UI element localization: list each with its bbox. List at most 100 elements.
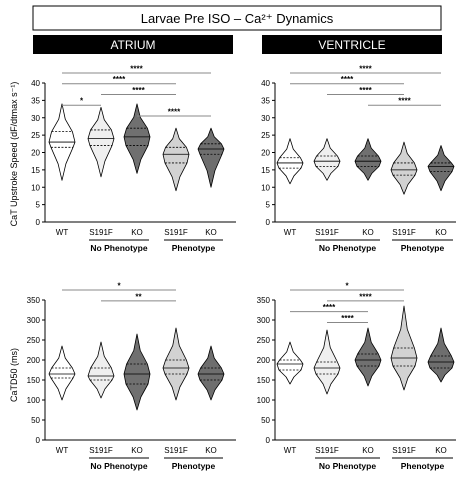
- ventricle-upstroke-panel: 0 5 10 15 20 25 30 35 40 WT S191F KO S191F KO No Pheno…: [261, 65, 456, 253]
- violin: [354, 327, 382, 387]
- violin: [123, 103, 151, 174]
- y-tick-label: 50: [261, 416, 270, 425]
- violin: [162, 127, 190, 192]
- y-tick-label: 40: [31, 79, 40, 88]
- y-tick-label: 0: [266, 218, 271, 227]
- y-tick-label: 100: [257, 396, 271, 405]
- violin: [390, 141, 418, 195]
- x-tick-label: S191F: [392, 228, 416, 237]
- x-tick-label: WT: [56, 446, 69, 455]
- violin: [427, 327, 455, 383]
- x-tick-label: KO: [362, 446, 374, 455]
- y-tick-label: 15: [31, 166, 40, 175]
- significance-label: ****: [323, 303, 336, 312]
- significance-label: ****: [359, 292, 372, 301]
- title-box: [32, 5, 442, 31]
- y-tick-label: 250: [257, 336, 271, 345]
- group-label: Phenotype: [401, 243, 445, 253]
- significance-label: ****: [132, 86, 145, 95]
- y-tick-label: 35: [261, 96, 270, 105]
- y-tick-label: 350: [27, 296, 41, 305]
- violin: [87, 106, 115, 178]
- y-tick-label: 25: [261, 131, 270, 140]
- violin: [276, 138, 304, 185]
- violin: [313, 138, 341, 181]
- significance-label: ****: [359, 65, 372, 74]
- group-label: No Phenotype: [319, 243, 376, 253]
- significance-label: *: [345, 282, 349, 291]
- y-tick-label: 0: [36, 218, 41, 227]
- significance-label: **: [135, 292, 142, 301]
- y-tick-label: 20: [31, 149, 40, 158]
- ventricle-header: VENTRICLE: [318, 38, 385, 52]
- ventricle-catd50-panel: 0 50 100 150 200 250 300 350 WT S191F KO S191F KO No …: [257, 282, 456, 471]
- x-tick-label: S191F: [164, 446, 188, 455]
- y-tick-label: 35: [31, 96, 40, 105]
- y-tick-label: 5: [36, 201, 41, 210]
- x-tick-label: S191F: [89, 446, 113, 455]
- x-tick-label: WT: [56, 228, 69, 237]
- significance-label: ****: [398, 97, 411, 106]
- y-tick-label: 40: [261, 79, 270, 88]
- figure-title: Larvae Pre ISO – Ca²⁺ Dynamics: [141, 11, 334, 26]
- y-tick-label: 300: [257, 316, 271, 325]
- violin: [276, 341, 304, 385]
- violin: [427, 145, 455, 192]
- significance-label: ****: [113, 75, 126, 84]
- y-label-upstroke: CaT Upstroke Speed (dF/dtmax s⁻¹): [9, 82, 19, 227]
- significance-label: ****: [359, 86, 372, 95]
- y-tick-label: 350: [257, 296, 271, 305]
- y-tick-label: 10: [261, 183, 270, 192]
- y-tick-label: 200: [257, 356, 271, 365]
- violin: [197, 127, 225, 188]
- violin: [162, 327, 190, 401]
- y-tick-label: 50: [31, 416, 40, 425]
- x-tick-label: S191F: [392, 446, 416, 455]
- violin: [123, 333, 151, 411]
- y-tick-label: 150: [257, 376, 271, 385]
- violin: [48, 345, 76, 401]
- y-tick-label: 0: [266, 436, 271, 445]
- group-label: No Phenotype: [90, 461, 147, 471]
- x-tick-label: WT: [284, 446, 297, 455]
- atrium-header-bg: [33, 35, 233, 54]
- y-tick-label: 10: [31, 183, 40, 192]
- x-tick-label: S191F: [315, 446, 339, 455]
- significance-label: ****: [130, 65, 143, 74]
- significance-label: *: [80, 97, 84, 106]
- y-tick-label: 200: [27, 356, 41, 365]
- significance-label: ****: [341, 314, 354, 323]
- y-tick-label: 15: [261, 166, 270, 175]
- violin: [197, 345, 225, 401]
- y-tick-label: 250: [27, 336, 41, 345]
- x-tick-label: KO: [205, 228, 217, 237]
- violin: [87, 341, 115, 399]
- y-tick-label: 25: [31, 131, 40, 140]
- x-tick-label: WT: [284, 228, 297, 237]
- x-tick-label: S191F: [89, 228, 113, 237]
- group-label: Phenotype: [172, 243, 216, 253]
- y-tick-label: 30: [31, 114, 40, 123]
- atrium-catd50-panel: 0 50 100 150 200 250 300 350 WT S191F KO S191F KO No …: [27, 282, 236, 471]
- significance-label: ****: [168, 107, 181, 116]
- significance-label: ****: [341, 75, 354, 84]
- x-tick-label: KO: [131, 446, 143, 455]
- x-tick-label: KO: [435, 446, 447, 455]
- y-tick-label: 30: [261, 114, 270, 123]
- y-label-catd50: CaTD50 (ms): [9, 348, 19, 402]
- significance-label: *: [117, 282, 121, 291]
- x-tick-label: S191F: [164, 228, 188, 237]
- y-tick-label: 150: [27, 376, 41, 385]
- ventricle-header-bg: [262, 35, 442, 54]
- atrium-header: ATRIUM: [110, 38, 155, 52]
- x-tick-label: KO: [435, 228, 447, 237]
- y-tick-label: 20: [261, 149, 270, 158]
- y-tick-label: 0: [36, 436, 41, 445]
- x-tick-label: KO: [205, 446, 217, 455]
- group-label: No Phenotype: [319, 461, 376, 471]
- violin: [354, 138, 382, 181]
- y-tick-label: 5: [266, 201, 271, 210]
- group-label: Phenotype: [401, 461, 445, 471]
- x-tick-label: KO: [362, 228, 374, 237]
